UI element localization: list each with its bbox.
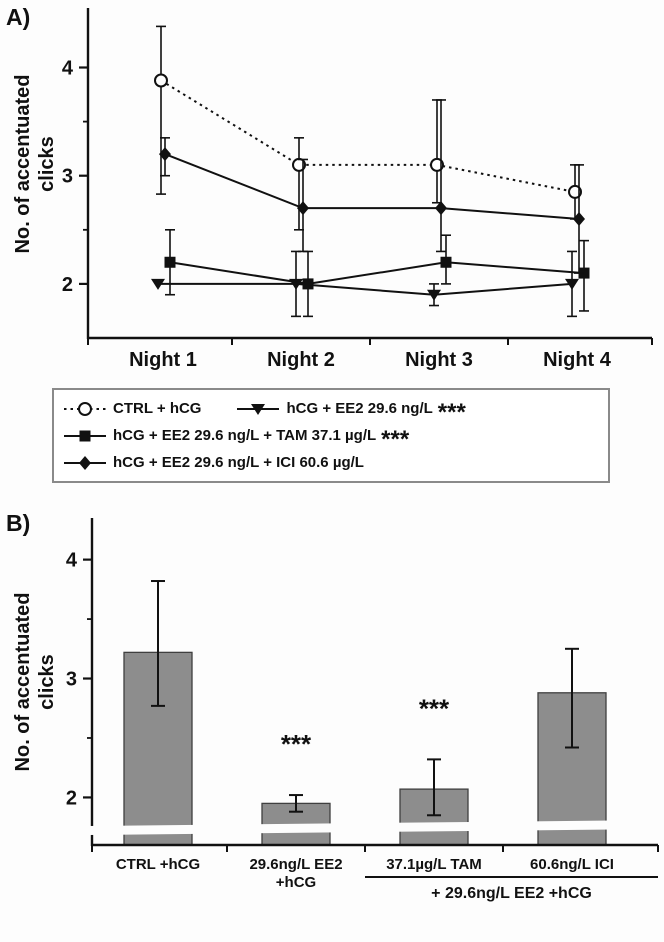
square-marker — [302, 278, 314, 290]
y-tick-label: 2 — [66, 787, 77, 809]
x-category-label: Night 3 — [405, 349, 473, 371]
y-tick-label: 2 — [62, 274, 73, 296]
triangle-down-marker — [565, 278, 579, 290]
panel-b-label: B) — [6, 510, 31, 536]
series-line — [158, 282, 573, 296]
y-tick-label: 4 — [66, 550, 78, 572]
open-circle-marker — [78, 401, 92, 416]
open-circle-marker — [154, 73, 168, 88]
square-marker — [79, 430, 91, 441]
legend-label: hCG + EE2 29.6 ng/L + TAM 37.1 µg/L — [113, 427, 377, 444]
legend-label: hCG + EE2 29.6 ng/L — [286, 400, 433, 417]
panel-a-label: A) — [6, 4, 31, 30]
legend-box: CTRL + hCG hCG + EE2 29.6 ng/L *** hCG + EE… — [52, 388, 610, 483]
series-line — [169, 261, 585, 285]
x-category-label: CTRL +hCG — [116, 856, 200, 873]
legend-marker — [237, 403, 280, 415]
square-marker — [164, 256, 176, 268]
y-tick-label: 4 — [62, 58, 74, 80]
diamond-marker — [435, 201, 447, 216]
triangle-down-marker — [251, 403, 266, 415]
square-marker — [440, 256, 452, 268]
panel-b-y-axis-title: No. of accentuated clicks — [12, 592, 58, 772]
x-category-label: 29.6ng/L EE2 — [249, 856, 342, 873]
legend-item: hCG + EE2 29.6 ng/L + TAM 37.1 µg/L *** — [62, 425, 410, 453]
panel-a: A) No. of accentuated clicks 2 3 4 Night 1 N… — [6, 4, 653, 483]
legend-item: CTRL + hCG — [62, 400, 201, 418]
x-category-label: Night 1 — [129, 349, 197, 371]
significance-stars: *** — [281, 729, 312, 759]
diamond-marker — [159, 147, 171, 162]
diamond-marker — [79, 455, 91, 470]
legend-marker — [64, 455, 106, 470]
diamond-marker — [573, 211, 585, 226]
y-tick-label: 3 — [66, 669, 77, 691]
legend-marker — [64, 401, 106, 416]
legend-row: hCG + EE2 29.6 ng/L + TAM 37.1 µg/L *** — [62, 422, 600, 453]
axis-break-band — [88, 820, 658, 835]
legend-row: CTRL + hCG hCG + EE2 29.6 ng/L *** — [62, 395, 600, 426]
x-category-label: 37.1µg/L TAM — [386, 856, 482, 873]
line-chart-canvas: 2 3 4 Night 1 Night 2 Night 3 Night 4 — [62, 8, 653, 371]
open-circle-marker — [568, 184, 582, 199]
bar-chart-canvas: 2 3 4 *** *** CTRL +hCG 29.6ng/L EE2 37.1µg/L T… — [66, 518, 659, 902]
significance-stars: *** — [419, 693, 450, 723]
x-category-label: Night 4 — [543, 349, 612, 371]
panel-b: B) No. of accentuated clicks 2 3 4 *** *** CT… — [0, 500, 664, 942]
legend-label: CTRL + hCG — [113, 400, 202, 417]
x-category-label: 60.6ng/L ICI — [530, 856, 614, 873]
series-line — [160, 79, 576, 193]
x-category-label: Night 2 — [267, 349, 335, 371]
legend-significance-stars: *** — [381, 425, 410, 453]
legend-item: hCG + EE2 29.6 ng/L *** — [235, 398, 466, 426]
triangle-down-marker — [427, 289, 441, 301]
series-line — [164, 153, 580, 220]
panel-a-y-axis-title: No. of accentuated clicks — [12, 74, 58, 254]
legend-row: hCG + EE2 29.6 ng/L + ICI 60.6 µg/L — [62, 449, 600, 476]
legend-item: hCG + EE2 29.6 ng/L + ICI 60.6 µg/L — [62, 454, 364, 472]
triangle-down-marker — [151, 278, 165, 290]
diamond-marker — [297, 201, 309, 216]
legend-significance-stars: *** — [437, 398, 466, 426]
open-circle-marker — [430, 157, 444, 172]
group-label: + 29.6ng/L EE2 +hCG — [431, 885, 592, 902]
y-tick-label: 3 — [62, 166, 73, 188]
legend-marker — [64, 430, 106, 441]
x-category-label-line2: +hCG — [276, 874, 316, 891]
legend-label: hCG + EE2 29.6 ng/L + ICI 60.6 µg/L — [113, 454, 364, 471]
